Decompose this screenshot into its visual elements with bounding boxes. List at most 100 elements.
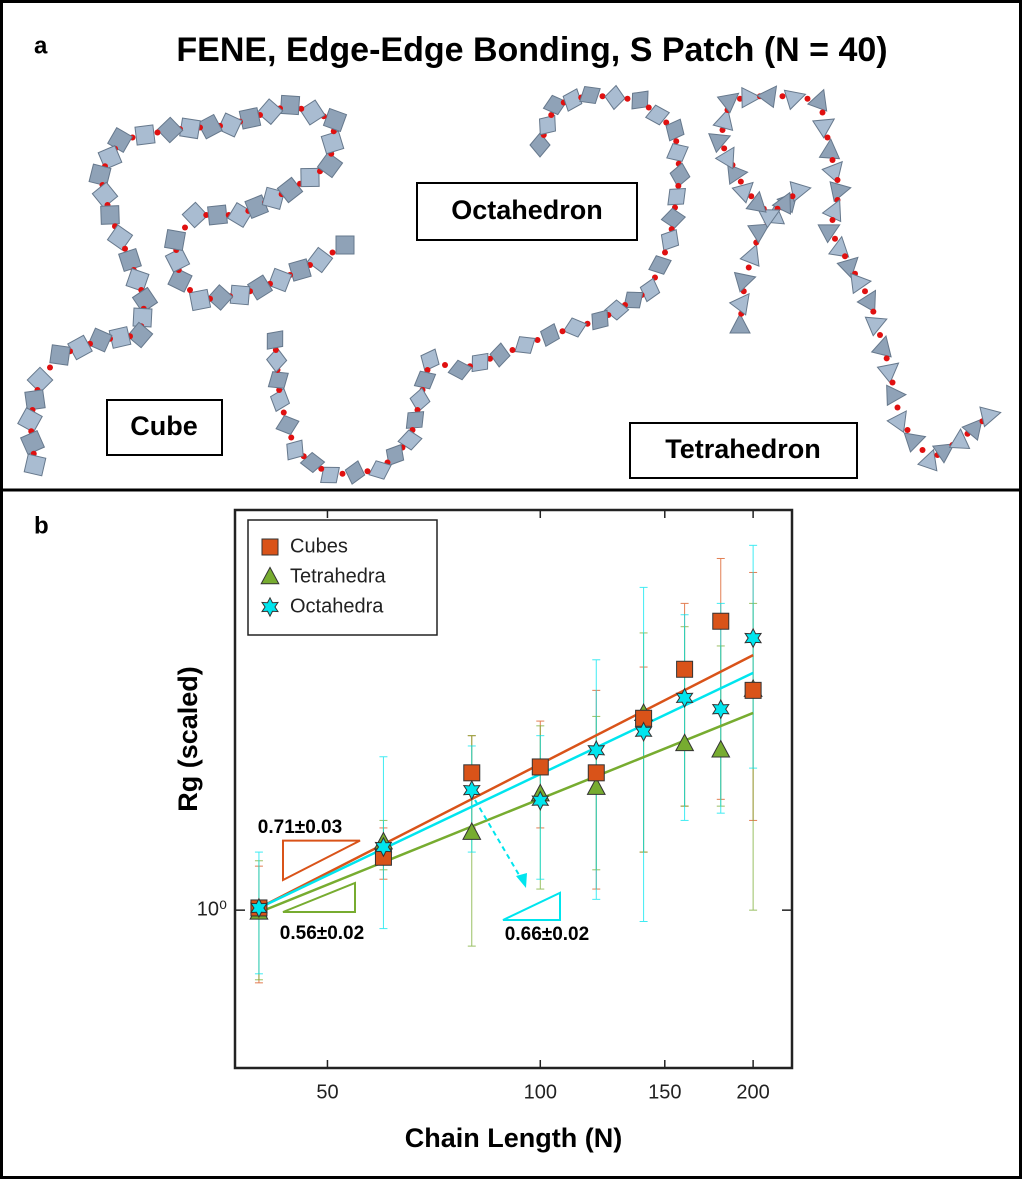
octahedron-particle <box>579 85 601 105</box>
slope-label: 0.56±0.02 <box>280 923 364 944</box>
bond <box>673 138 680 145</box>
octahedron-particle <box>591 309 609 331</box>
tetrahedron-particle <box>806 88 828 112</box>
slope-triangle <box>282 881 356 913</box>
bond <box>737 178 744 185</box>
panel-label: a <box>34 32 48 59</box>
octahedron-particle <box>639 277 661 303</box>
bond <box>329 249 336 256</box>
shape-label: Cube <box>130 411 198 441</box>
bond <box>442 362 448 368</box>
bond <box>534 337 541 343</box>
marker <box>712 612 730 630</box>
octahedron-particle <box>667 187 687 206</box>
bond <box>424 367 431 373</box>
tetrahedron-particle <box>728 292 750 316</box>
cube-particle <box>246 274 274 301</box>
tetrahedron-particle <box>850 272 872 295</box>
bond <box>298 105 305 112</box>
marker <box>674 733 695 752</box>
tetrahedron-particle <box>714 146 735 170</box>
cube-particle <box>322 107 348 133</box>
shape-label: Octahedron <box>451 195 603 225</box>
tetrahedron-particle <box>916 448 938 472</box>
bond <box>919 447 926 453</box>
marker <box>675 687 694 709</box>
tetrahedron-particle <box>876 362 900 384</box>
bond <box>779 93 786 100</box>
marker <box>531 758 549 776</box>
panel-label: b <box>34 512 49 539</box>
octahedron-particle <box>538 114 557 136</box>
octahedron-particle <box>299 451 326 474</box>
shape-label: Tetrahedron <box>665 434 821 464</box>
cube-particle <box>279 94 301 116</box>
cube-particle <box>156 116 184 144</box>
cube-particle <box>49 344 71 366</box>
tetrahedron-particle <box>716 92 740 114</box>
bond <box>187 287 193 293</box>
bond <box>645 104 652 111</box>
bond <box>748 193 755 200</box>
marker <box>744 681 762 699</box>
cube-particle <box>26 366 54 394</box>
bond <box>182 224 188 231</box>
legend-box <box>247 519 438 636</box>
tetrahedron-particle <box>712 108 734 132</box>
bond <box>624 95 631 102</box>
octahedron-particle <box>562 317 588 338</box>
marker <box>462 821 482 840</box>
tetrahedron-particle <box>727 163 749 185</box>
bond <box>824 134 831 141</box>
tetrahedron-particle <box>948 427 971 450</box>
bond <box>487 355 493 362</box>
marker <box>463 764 481 782</box>
bond <box>904 427 911 433</box>
plot: 50 100 150 200 10⁰ Chain Length (N) Rg (scaled… <box>173 508 794 1153</box>
octahedron-particle <box>489 342 511 368</box>
bond <box>819 109 826 116</box>
label-box <box>416 182 638 241</box>
tetrahedron-particle <box>817 224 841 244</box>
cube-particle <box>316 151 344 179</box>
label-box <box>106 399 223 456</box>
bond <box>559 328 566 335</box>
tetrahedron-particle <box>886 410 907 434</box>
octahedron-particle <box>539 322 561 348</box>
tetrahedron-particle <box>757 209 781 229</box>
cube-particle <box>91 181 119 209</box>
tetrahedron-particle <box>931 443 956 464</box>
bond <box>877 332 883 338</box>
bond <box>662 249 668 256</box>
octahedron-particle <box>320 466 340 484</box>
tetrahedron-particle <box>811 118 836 139</box>
fit-line <box>258 671 754 910</box>
bond <box>663 119 670 126</box>
marker <box>531 790 550 811</box>
marker <box>586 776 606 795</box>
cube-particle <box>19 429 46 456</box>
tetrahedron-particle <box>741 86 763 109</box>
octahedron-particle <box>269 387 291 413</box>
tetrahedron-particle <box>829 181 852 203</box>
cube-particle <box>335 235 355 255</box>
bond <box>288 434 295 441</box>
bond <box>154 129 161 136</box>
annotation-arrow <box>474 799 523 881</box>
bond <box>414 407 421 413</box>
marker <box>676 660 694 678</box>
marker <box>587 764 605 782</box>
cube-particle <box>167 267 193 293</box>
marker <box>250 897 268 919</box>
error-bar <box>749 544 758 769</box>
bond <box>894 404 901 411</box>
chain-drawings <box>17 84 1002 485</box>
tetrahedron-particle <box>783 89 807 111</box>
x-tick-label: 150 <box>648 1081 681 1103</box>
marker <box>744 627 763 649</box>
octahedron-particle <box>514 336 536 354</box>
cube-particle <box>118 248 142 272</box>
bond <box>829 157 836 163</box>
tetrahedron-particle <box>708 133 732 154</box>
